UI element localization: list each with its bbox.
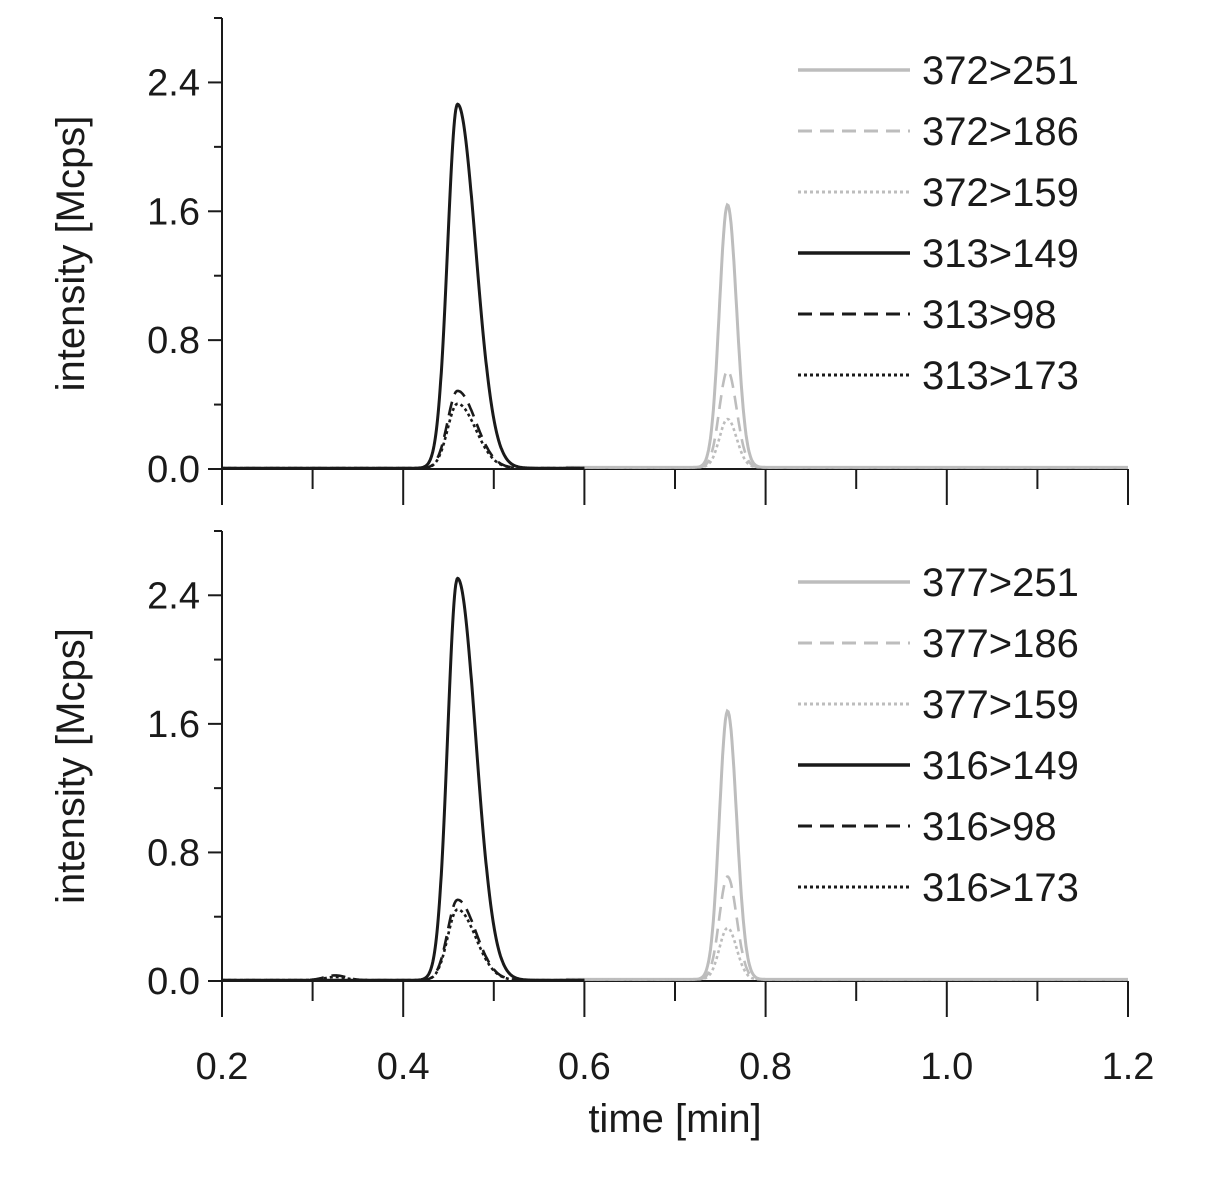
legend-label: 372>251 [922,49,1079,93]
legend-label: 313>98 [922,293,1057,337]
series-line-316-149 [222,576,585,982]
series-line-372-159 [566,417,1128,469]
series-line-377-159 [566,926,1128,981]
series-lines [222,102,1128,470]
x-tick-label: 0.4 [377,1046,430,1088]
legend-label: 377>186 [922,622,1079,666]
x-tick-label: 0.6 [558,1046,611,1088]
y-tick-label: 2.4 [147,575,200,617]
legend-label: 316>149 [922,744,1079,788]
x-tick-label: 1.2 [1102,1046,1155,1088]
legend-label: 316>98 [922,805,1057,849]
legend-label: 377>251 [922,561,1079,605]
series-line-316-173 [222,908,585,982]
legend-label: 377>159 [922,683,1079,727]
x-axis-title: time [min] [588,1097,761,1141]
y-axis-title: intensity [Mcps] [49,116,93,392]
legend-label: 313>173 [922,354,1079,398]
y-tick-label: 0.8 [147,832,200,874]
y-tick-label: 1.6 [147,191,200,233]
x-tick-label: 0.8 [739,1046,792,1088]
top-panel: 0.0 0.8 1.6 2.4 intensity [Mcps] 372>251 372>1… [49,17,1129,505]
x-tick-label: 0.2 [196,1046,249,1088]
series-line-313-173 [222,402,585,470]
y-tick-label: 1.6 [147,704,200,746]
y-tick-label: 2.4 [147,62,200,104]
y-tick-label: 0.8 [147,320,200,362]
legend: 377>251 377>186 377>159 316>149 316>98 316>17… [798,561,1079,910]
y-axis-title: intensity [Mcps] [49,628,93,904]
series-lines [222,576,1128,982]
legend-label: 372>186 [922,110,1079,154]
y-tick-label: 0.0 [147,449,200,491]
bottom-panel: 0.0 0.8 1.6 2.4 0.2 0.4 0.6 0.8 1.0 1.2 intensity … [49,530,1155,1088]
legend: 372>251 372>186 372>159 313>149 313>98 313>17… [798,49,1079,398]
series-line-313-98 [222,389,585,470]
y-tick-label: 0.0 [147,961,200,1003]
legend-label: 313>149 [922,232,1079,276]
legend-label: 372>159 [922,171,1079,215]
series-line-313-149 [222,102,585,470]
x-tick-label: 1.0 [920,1046,973,1088]
series-line-316-98 [222,898,585,982]
legend-label: 316>173 [922,866,1079,910]
